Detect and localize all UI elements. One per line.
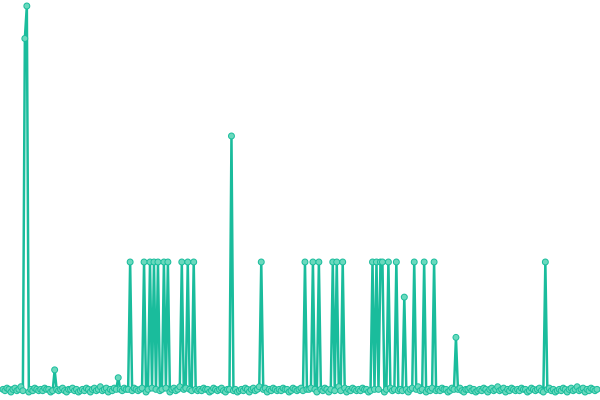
- data-point: [309, 258, 317, 266]
- series-line: [2, 4, 598, 394]
- data-point: [430, 258, 438, 266]
- data-point: [593, 385, 600, 393]
- data-point: [184, 258, 192, 266]
- data-point: [23, 2, 31, 10]
- data-point: [227, 132, 235, 140]
- data-point: [374, 385, 382, 393]
- data-point: [392, 258, 400, 266]
- data-point: [154, 258, 162, 266]
- data-point: [452, 333, 460, 341]
- data-point: [140, 258, 148, 266]
- data-point: [19, 387, 27, 395]
- data-point: [126, 258, 134, 266]
- data-point: [315, 258, 323, 266]
- data-point: [21, 34, 29, 42]
- data-point: [257, 258, 265, 266]
- data-point: [339, 258, 347, 266]
- series-lines: [2, 4, 598, 394]
- data-point: [114, 374, 122, 382]
- data-point: [164, 258, 172, 266]
- data-point: [384, 258, 392, 266]
- data-point: [333, 258, 341, 266]
- data-point: [190, 258, 198, 266]
- data-point: [378, 258, 386, 266]
- data-point: [410, 258, 418, 266]
- data-point: [301, 258, 309, 266]
- data-point: [178, 258, 186, 266]
- data-point: [541, 258, 549, 266]
- data-point: [420, 258, 428, 266]
- data-point: [51, 366, 59, 374]
- data-point: [400, 293, 408, 301]
